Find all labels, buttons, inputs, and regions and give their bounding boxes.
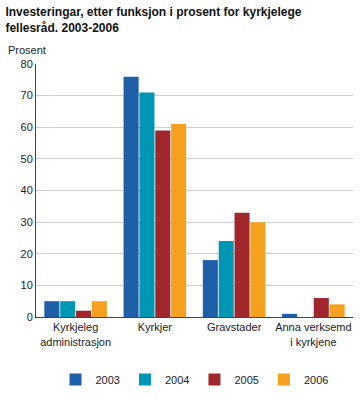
svg-text:40: 40 [21,184,33,196]
svg-text:Investeringar, etter funksjon: Investeringar, etter funksjon i prosent … [5,5,301,35]
svg-text:10: 10 [21,279,33,291]
svg-text:Prosent: Prosent [8,44,46,56]
svg-text:30: 30 [21,216,33,228]
svg-text:2005: 2005 [234,374,258,386]
svg-text:Kyrkjer: Kyrkjer [138,321,173,333]
svg-text:2006: 2006 [304,374,328,386]
svg-text:Anna verksemdi kyrkjene: Anna verksemdi kyrkjene [275,321,351,347]
svg-text:80: 80 [21,58,33,70]
svg-text:Kyrkjelegadministrasjon: Kyrkjelegadministrasjon [40,321,111,347]
svg-text:Gravstader: Gravstader [207,321,262,333]
svg-text:0: 0 [27,311,33,323]
svg-text:50: 50 [21,153,33,165]
svg-text:70: 70 [21,89,33,101]
svg-text:20: 20 [21,248,33,260]
svg-text:2004: 2004 [165,374,189,386]
svg-text:2003: 2003 [96,374,120,386]
svg-text:60: 60 [21,121,33,133]
